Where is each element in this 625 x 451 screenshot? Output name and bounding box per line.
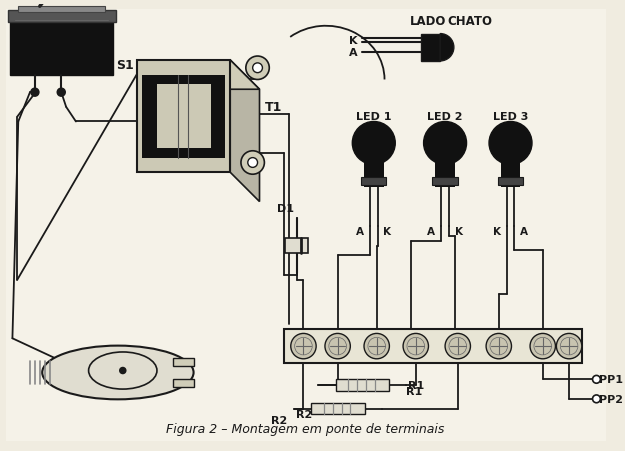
Wedge shape (440, 34, 454, 62)
Bar (501, 163, 520, 188)
Bar (364, 163, 384, 188)
Text: K: K (349, 37, 357, 46)
Bar (421, 34, 440, 62)
Circle shape (403, 334, 429, 359)
Text: CHATO: CHATO (447, 15, 492, 28)
Text: R1: R1 (408, 380, 424, 390)
Bar (311, 403, 365, 414)
Circle shape (530, 334, 556, 359)
Circle shape (58, 89, 65, 97)
Text: PP2: PP2 (599, 394, 623, 404)
Bar (157, 85, 211, 148)
Text: A: A (349, 48, 357, 58)
Bar (336, 379, 389, 391)
Text: R1: R1 (406, 386, 422, 396)
Text: A: A (428, 226, 436, 236)
Bar (432, 178, 457, 185)
Text: D1: D1 (277, 204, 294, 214)
Text: A: A (356, 226, 364, 236)
Bar (142, 75, 226, 158)
Text: R2: R2 (296, 410, 312, 419)
Circle shape (486, 334, 511, 359)
Bar (138, 61, 230, 173)
Bar (361, 178, 386, 185)
Text: LED 2: LED 2 (428, 111, 463, 121)
Bar (18, 7, 105, 13)
Polygon shape (230, 61, 259, 202)
Bar (173, 358, 194, 366)
Bar (8, 11, 116, 23)
Circle shape (246, 57, 269, 80)
Circle shape (31, 89, 39, 97)
Circle shape (253, 64, 262, 74)
Circle shape (556, 334, 582, 359)
Bar (173, 379, 194, 387)
Circle shape (364, 334, 389, 359)
Text: PP1: PP1 (599, 374, 623, 384)
Text: R2: R2 (271, 415, 287, 425)
Text: K: K (384, 226, 391, 236)
Circle shape (241, 152, 264, 175)
Ellipse shape (42, 346, 194, 400)
Polygon shape (138, 61, 259, 90)
Text: T1: T1 (264, 101, 282, 114)
Bar (435, 163, 455, 188)
Circle shape (424, 122, 466, 165)
Bar (498, 178, 523, 185)
Text: Figura 2 – Montagem em ponte de terminais: Figura 2 – Montagem em ponte de terminai… (166, 422, 444, 435)
Circle shape (592, 395, 601, 403)
Text: A: A (520, 226, 528, 236)
Text: LED 3: LED 3 (493, 111, 528, 121)
Circle shape (489, 122, 532, 165)
Text: LADO: LADO (410, 15, 447, 28)
Text: S1: S1 (116, 59, 134, 72)
Circle shape (248, 158, 258, 168)
Text: K: K (455, 226, 462, 236)
Circle shape (352, 122, 395, 165)
Bar (284, 329, 582, 363)
Text: K: K (493, 226, 501, 236)
Bar (11, 15, 113, 75)
Circle shape (445, 334, 471, 359)
Circle shape (291, 334, 316, 359)
Circle shape (325, 334, 351, 359)
Bar (285, 238, 308, 254)
Circle shape (120, 368, 126, 373)
Circle shape (592, 376, 601, 383)
Text: LED 1: LED 1 (356, 111, 391, 121)
